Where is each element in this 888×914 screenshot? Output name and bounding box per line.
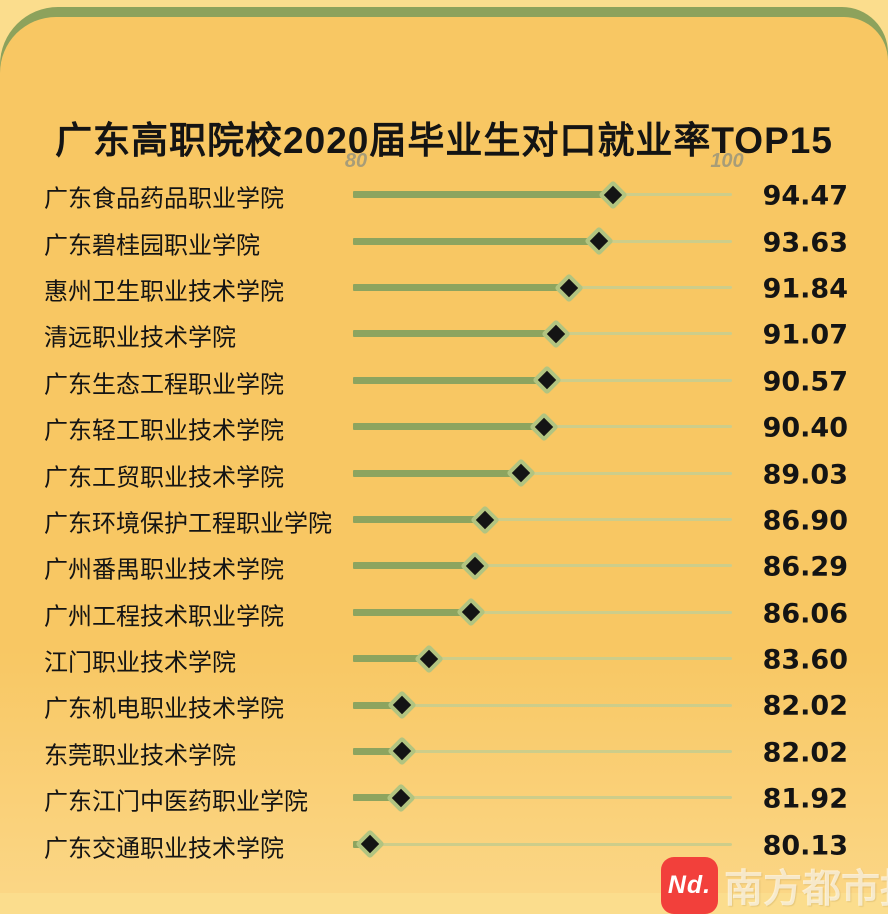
- diamond-marker-icon: [387, 736, 418, 767]
- value-label: 82.02: [762, 690, 848, 722]
- school-name-label: 广东轻工职业技术学院: [44, 417, 284, 445]
- track-bar: [353, 330, 556, 338]
- school-name-label: 东莞职业技术学院: [44, 742, 236, 770]
- school-name-label: 江门职业技术学院: [44, 649, 236, 677]
- diamond-marker-icon: [529, 411, 560, 442]
- value-label: 91.84: [762, 273, 848, 305]
- value-label: 90.57: [762, 366, 848, 398]
- school-name-label: 广东机电职业技术学院: [44, 695, 284, 723]
- diamond-marker-icon: [506, 458, 536, 488]
- track-bar: [353, 516, 485, 524]
- school-name-label: 清远职业技术学院: [44, 324, 236, 352]
- track-bar: [353, 794, 401, 802]
- school-name-label: 惠州卫生职业技术学院: [44, 278, 284, 306]
- track-line: [353, 610, 732, 614]
- chart-row: 惠州卫生职业技术学院 91.84: [0, 266, 888, 312]
- chart-row: 广东机电职业技术学院 82.02: [0, 683, 888, 729]
- diamond-marker-icon: [387, 690, 418, 720]
- track-bar: [353, 747, 403, 755]
- diamond-marker-icon: [355, 829, 386, 860]
- chart-row: 广东碧桂园职业学院 93.63: [0, 219, 888, 265]
- chart-row: 东莞职业技术学院 82.02: [0, 730, 888, 776]
- track-line: [353, 703, 732, 707]
- track-bar: [353, 655, 430, 663]
- school-name-label: 广东食品药品职业学院: [44, 185, 284, 213]
- chart-row: 广东生态工程职业学院 90.57: [0, 359, 888, 405]
- chart-row: 广东江门中医药职业学院 81.92: [0, 776, 888, 822]
- track-line: [353, 564, 732, 568]
- chart-row: 广东交通职业技术学院 80.13: [0, 822, 888, 868]
- value-label: 86.06: [762, 598, 848, 630]
- school-name-label: 广东江门中医药职业学院: [44, 788, 308, 816]
- chart-row: 广东环境保护工程职业学院 86.90: [0, 498, 888, 544]
- diamond-marker-icon: [470, 504, 500, 535]
- diamond-marker-icon: [584, 226, 614, 257]
- track-bar: [353, 701, 403, 709]
- track-bar: [353, 376, 548, 384]
- value-label: 90.40: [762, 412, 848, 444]
- chart-row: 广东食品药品职业学院 94.47: [0, 173, 888, 219]
- track-bar: [353, 608, 471, 616]
- value-label: 91.07: [762, 319, 848, 351]
- value-label: 81.92: [762, 783, 848, 815]
- track-line: [353, 796, 732, 800]
- chart-rows: 广东食品药品职业学院 94.47 广东碧桂园职业学院 93.63 惠州卫生职业技术学院 9…: [0, 173, 888, 869]
- value-label: 83.60: [762, 644, 848, 676]
- brand-watermark: 南方都市报: [724, 868, 888, 911]
- diamond-marker-icon: [459, 551, 490, 581]
- value-label: 93.63: [762, 227, 848, 259]
- diamond-marker-icon: [532, 365, 563, 396]
- school-name-label: 广州工程技术职业学院: [44, 603, 284, 631]
- school-name-label: 广东碧桂园职业学院: [44, 232, 260, 260]
- value-label: 89.03: [762, 459, 848, 491]
- track-bar: [353, 191, 614, 199]
- axis-tick-max: 100: [710, 150, 744, 172]
- diamond-marker-icon: [385, 783, 416, 813]
- chart-row: 江门职业技术学院 83.60: [0, 637, 888, 683]
- school-name-label: 广东交通职业技术学院: [44, 835, 284, 863]
- track-bar: [353, 562, 475, 570]
- axis-tick-min: 80: [344, 150, 368, 172]
- diamond-marker-icon: [598, 179, 629, 210]
- value-label: 82.02: [762, 737, 848, 769]
- track-line: [353, 471, 732, 475]
- track-line: [353, 657, 732, 661]
- track-bar: [353, 469, 522, 477]
- chart-row: 广东轻工职业技术学院 90.40: [0, 405, 888, 451]
- track-bar: [353, 284, 569, 292]
- diamond-marker-icon: [455, 597, 486, 628]
- school-name-label: 广东环境保护工程职业学院: [44, 510, 332, 538]
- track-bar: [353, 423, 545, 431]
- value-label: 80.13: [762, 830, 848, 862]
- value-label: 94.47: [762, 180, 848, 212]
- diamond-marker-icon: [414, 643, 444, 674]
- track-line: [353, 842, 732, 846]
- chart-card: 广东高职院校2020届毕业生对口就业率TOP15 80 100 广东食品药品职业…: [0, 17, 888, 914]
- school-name-label: 广州番禺职业技术学院: [44, 556, 284, 584]
- diamond-marker-icon: [540, 319, 571, 349]
- school-name-label: 广东工贸职业技术学院: [44, 464, 284, 492]
- track-line: [353, 518, 732, 522]
- chart-row: 广州工程技术职业学院 86.06: [0, 591, 888, 637]
- track-bar: [353, 237, 600, 245]
- diamond-marker-icon: [553, 272, 584, 303]
- chart-row: 广东工贸职业技术学院 89.03: [0, 451, 888, 497]
- school-name-label: 广东生态工程职业学院: [44, 371, 284, 399]
- chart-row: 广州番禺职业技术学院 86.29: [0, 544, 888, 590]
- track-line: [353, 749, 732, 753]
- value-label: 86.90: [762, 505, 848, 537]
- newspaper-logo-icon: Nd.: [661, 857, 718, 914]
- value-label: 86.29: [762, 551, 848, 583]
- chart-title: 广东高职院校2020届毕业生对口就业率TOP15: [55, 119, 833, 161]
- chart-row: 清远职业技术学院 91.07: [0, 312, 888, 358]
